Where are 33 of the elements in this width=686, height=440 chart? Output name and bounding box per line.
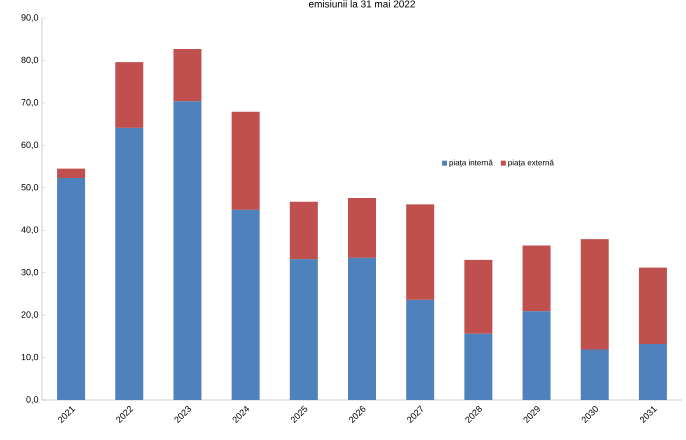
y-tick-label: 50,0 <box>21 184 38 192</box>
bar <box>522 311 551 400</box>
bar <box>406 204 434 300</box>
y-tick-label: 90,0 <box>21 14 38 22</box>
bar <box>115 128 144 400</box>
bar <box>580 239 609 350</box>
y-tick-label: 80,0 <box>21 56 38 64</box>
bar <box>57 178 86 400</box>
bar <box>638 268 667 344</box>
y-tick-label: 20,0 <box>21 311 38 319</box>
bar <box>232 112 260 210</box>
bar <box>290 259 318 400</box>
bar <box>464 260 492 334</box>
bar <box>464 334 492 400</box>
bar <box>290 202 318 260</box>
bar <box>232 210 260 400</box>
bar <box>348 258 376 400</box>
bar <box>115 62 144 128</box>
bar <box>638 344 667 400</box>
y-tick-label: 10,0 <box>22 354 38 362</box>
bar <box>173 101 202 400</box>
y-tick-label: 70,0 <box>21 99 38 107</box>
bar <box>57 168 86 178</box>
bar <box>173 48 202 102</box>
y-tick-label: 40,0 <box>21 226 38 234</box>
bar <box>522 246 551 312</box>
chart-title: emisiunii la 31 mai 2022 <box>308 0 415 8</box>
bar <box>580 349 609 400</box>
bar <box>348 198 376 258</box>
y-tick-label: 0,0 <box>26 396 38 404</box>
y-tick-label: 30,0 <box>21 268 38 276</box>
bar <box>406 300 434 400</box>
y-tick-label: 60,0 <box>21 142 38 150</box>
